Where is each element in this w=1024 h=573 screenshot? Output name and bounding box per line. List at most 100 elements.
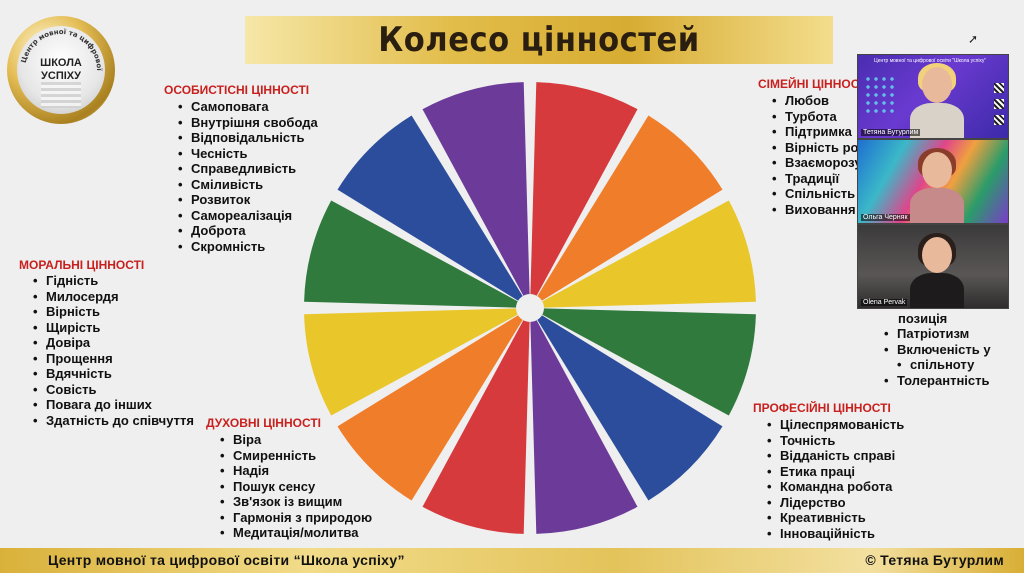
list-item: Патріотизм xyxy=(884,326,991,342)
list-item: Вдячність xyxy=(33,366,194,382)
list-item: Щирість xyxy=(33,320,194,336)
professional-values-title: ПРОФЕСІЙНІ ЦІННОСТІ xyxy=(753,401,891,415)
slide-title-bar: Колесо цінностей xyxy=(245,16,833,64)
list-item: спільноту xyxy=(884,357,991,373)
participant-video xyxy=(908,63,964,138)
wheel-segment xyxy=(304,200,530,308)
list-item: Сміливість xyxy=(178,177,318,193)
participant-name: Тетяна Бутурлим xyxy=(861,129,921,136)
participant-body xyxy=(910,188,964,223)
list-item: Самоповага xyxy=(178,99,318,115)
list-item: Включеність у xyxy=(884,342,991,358)
family-values-list: Любов Турбота Підтримка Вірність род Вза… xyxy=(772,93,867,217)
wheel-segment xyxy=(530,200,756,308)
wheel-segment xyxy=(530,308,723,501)
list-item: Взаєморозу xyxy=(772,155,867,171)
moral-values-list: Гідність Милосердя Вірність Щирість Дові… xyxy=(33,273,194,428)
logo-stairs xyxy=(41,82,81,108)
wheel-segment xyxy=(530,308,638,534)
list-item: Інноваційність xyxy=(767,526,904,542)
list-item: Точність xyxy=(767,433,904,449)
professional-values-list: Цілеспрямованість Точність Відданість сп… xyxy=(767,417,904,541)
wheel-segment xyxy=(530,308,756,416)
list-item: Толерантність xyxy=(884,373,991,389)
list-item: Вірність род xyxy=(772,140,867,156)
video-tile[interactable]: Ольга Черняк xyxy=(857,139,1009,224)
logo-inner: Центр мовної та цифрової освіти ШКОЛА УС… xyxy=(17,26,105,114)
footer-school-name: Центр мовної та цифрової освіти “Школа у… xyxy=(48,552,405,568)
list-item: Командна робота xyxy=(767,479,904,495)
list-item: Турбота xyxy=(772,109,867,125)
participant-name: Olena Pervak xyxy=(861,299,908,306)
list-item-continuation: спільноту xyxy=(910,357,975,372)
list-item: Креативність xyxy=(767,510,904,526)
participant-video xyxy=(908,148,964,223)
moral-values-title: МОРАЛЬНІ ЦІННОСТІ xyxy=(19,258,145,272)
personal-values-title: ОСОБИСТІСНІ ЦІННОСТІ xyxy=(164,83,310,97)
wheel-segment xyxy=(422,308,530,534)
list-item: Лідерство xyxy=(767,495,904,511)
list-item: Скромність xyxy=(178,239,318,255)
school-logo: Центр мовної та цифрової освіти ШКОЛА УС… xyxy=(7,16,115,124)
list-item: Внутрішня свобода xyxy=(178,115,318,131)
spiritual-values-title: ДУХОВНІ ЦІННОСТІ xyxy=(206,416,321,430)
list-item: Медитація/молитва xyxy=(220,525,372,541)
qr-code-icon xyxy=(994,115,1004,125)
list-item: Совість xyxy=(33,382,194,398)
list-item: Відданість справі xyxy=(767,448,904,464)
logo-text-line1: ШКОЛА xyxy=(40,57,82,69)
video-tile-banner: Центр мовної та цифрової освіти "Школа у… xyxy=(874,58,987,64)
wheel-segment xyxy=(304,308,530,416)
wheel-segment xyxy=(337,115,530,309)
list-item: Зв'язок із вищим xyxy=(220,494,372,510)
participant-video xyxy=(908,233,964,308)
participant-body xyxy=(910,273,964,308)
values-wheel xyxy=(304,82,756,534)
list-item: Пошук сенсу xyxy=(220,479,372,495)
participant-name: Ольга Черняк xyxy=(861,214,910,221)
wheel-center xyxy=(516,294,544,322)
list-item: Надія xyxy=(220,463,372,479)
list-item: Чесність xyxy=(178,146,318,162)
spiritual-values-list: Віра Смиренність Надія Пошук сенсу Зв'яз… xyxy=(220,432,372,541)
participant-face xyxy=(922,152,952,188)
qr-code-icon xyxy=(994,83,1004,93)
footer-bar: Центр мовної та цифрової освіти “Школа у… xyxy=(0,548,1024,573)
list-item: Прощення xyxy=(33,351,194,367)
list-item: Цілеспрямованість xyxy=(767,417,904,433)
logo-ring-text: Центр мовної та цифрової освіти xyxy=(17,26,103,71)
list-item: Доброта xyxy=(178,223,318,239)
footer-copyright: © Тетяна Бутурлим xyxy=(865,552,1004,568)
mouse-cursor-icon: ➚ xyxy=(968,32,979,46)
list-item: Виховання xyxy=(772,202,867,218)
list-item: Смиренність xyxy=(220,448,372,464)
participant-face xyxy=(922,67,952,103)
video-tile[interactable]: Центр мовної та цифрової освіти "Школа у… xyxy=(857,54,1009,139)
qr-code-icon xyxy=(994,99,1004,109)
civic-values-fragment: позиція xyxy=(898,311,948,326)
list-item: Традиції xyxy=(772,171,867,187)
wheel-segment xyxy=(422,82,530,309)
list-item: Етика праці xyxy=(767,464,904,480)
list-item: Гармонія з природою xyxy=(220,510,372,526)
family-values-title: СІМЕЙНІ ЦІННОС xyxy=(758,77,860,91)
list-item: Любов xyxy=(772,93,867,109)
list-item: Довіра xyxy=(33,335,194,351)
personal-values-list: Самоповага Внутрішня свобода Відповідаль… xyxy=(178,99,318,254)
list-item: Самореалізація xyxy=(178,208,318,224)
civic-values-list: Патріотизм Включеність у спільноту Толер… xyxy=(884,326,991,388)
video-tile[interactable]: Olena Pervak xyxy=(857,224,1009,309)
list-item: Повага до інших xyxy=(33,397,194,413)
list-item: Відповідальність xyxy=(178,130,318,146)
background-dots xyxy=(864,75,894,115)
list-item: Вірність xyxy=(33,304,194,320)
wheel-segment xyxy=(530,82,638,309)
list-item: Здатність до співчуття xyxy=(33,413,194,429)
wheel-segment xyxy=(530,115,723,309)
list-item: Спільність xyxy=(772,186,867,202)
list-item: Підтримка xyxy=(772,124,867,140)
video-call-panel: Центр мовної та цифрової освіти "Школа у… xyxy=(857,54,1009,309)
wheel-segment xyxy=(337,308,530,501)
list-item: Гідність xyxy=(33,273,194,289)
participant-face xyxy=(922,237,952,273)
